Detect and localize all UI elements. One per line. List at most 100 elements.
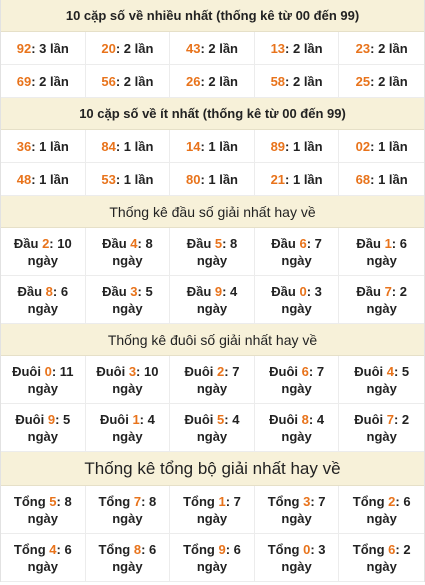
stat-label: Đầu <box>186 283 215 299</box>
stat-count-cell: Đuôi 7: 2 ngày <box>339 404 424 452</box>
count-text: : 2 ngày <box>366 411 410 444</box>
pair-number: 13 <box>270 40 286 56</box>
digit-number: 1 <box>218 493 226 509</box>
stat-label: Đầu <box>271 235 300 251</box>
digit-number: 4 <box>49 541 57 557</box>
pair-count-cell: 69: 2 lần <box>1 65 86 98</box>
digit-number: 2 <box>42 235 50 251</box>
count-text: : 6 ngày <box>366 493 411 526</box>
stat-count-cell: Đầu 8: 6 ngày <box>1 276 86 324</box>
stat-label: Đuôi <box>15 411 48 427</box>
pair-count-cell: 84: 1 lần <box>85 130 171 163</box>
stat-label: Đầu <box>356 283 385 299</box>
stat-label: Đuôi <box>184 363 218 379</box>
stat-count-cell: Tổng 5: 8 ngày <box>1 486 86 534</box>
stat-count-cell: Đuôi 0: 11 ngày <box>1 356 86 404</box>
digit-number: 9 <box>47 411 56 427</box>
count-text: : 1 lần <box>285 138 323 154</box>
stat-count-cell: Đuôi 3: 10 ngày <box>85 356 171 404</box>
count-text: : 10 ngày <box>112 363 159 396</box>
pair-count-cell: 20: 2 lần <box>85 32 171 65</box>
pair-count-cell: 48: 1 lần <box>1 163 86 196</box>
digit-number: 1 <box>384 235 392 251</box>
digit-number: 5 <box>214 235 223 251</box>
pair-number: 14 <box>185 138 201 154</box>
stat-label: Đầu <box>271 283 300 299</box>
stat-label: Đuôi <box>99 411 133 427</box>
stat-count-cell: Đầu 0: 3 ngày <box>254 276 340 324</box>
pair-number: 26 <box>185 73 201 89</box>
section-title: 10 cặp số về ít nhất (thống kê từ 00 đến… <box>1 98 424 130</box>
pair-number: 02 <box>355 138 371 154</box>
pair-number: 53 <box>101 171 116 187</box>
pair-count-cell: 68: 1 lần <box>339 163 424 196</box>
digit-number: 4 <box>386 363 394 379</box>
stat-label: Tổng <box>352 493 389 509</box>
stat-grid: Đuôi 0: 11 ngày Đuôi 3: 10 ngày Đuôi 2: 7 … <box>1 356 424 452</box>
digit-number: 2 <box>388 493 396 509</box>
stat-count-cell: Đuôi 9: 5 ngày <box>1 404 86 452</box>
stat-label: Đầu <box>13 235 43 251</box>
count-text: : 8 ngày <box>112 493 157 526</box>
stat-grid: Tổng 5: 8 ngày Tổng 7: 8 ngày Tổng 1: 7 ng… <box>1 486 424 582</box>
stat-count-cell: Tổng 2: 6 ngày <box>339 486 424 534</box>
count-text: : 4 ngày <box>281 411 325 444</box>
count-text: : 3 lần <box>31 40 69 56</box>
count-text: : 5 ngày <box>366 363 410 396</box>
digit-number: 7 <box>133 493 142 509</box>
digit-number: 5 <box>49 493 57 509</box>
digit-number: 5 <box>217 411 225 427</box>
stat-label: Tổng <box>267 493 304 509</box>
digit-number: 9 <box>218 541 226 557</box>
count-text: : 1 lần <box>370 138 408 154</box>
stat-count-cell: Tổng 9: 6 ngày <box>170 534 255 582</box>
count-text: : 8 ngày <box>27 493 72 526</box>
digit-number: 1 <box>132 411 140 427</box>
count-text: : 11 ngày <box>27 363 74 396</box>
count-text: : 1 lần <box>200 138 239 154</box>
digit-number: 7 <box>386 411 394 427</box>
stat-label: Đầu <box>17 283 46 299</box>
pair-number: 20 <box>101 40 116 56</box>
digit-number: 0 <box>44 363 52 379</box>
pair-number: 23 <box>355 40 371 56</box>
section-title: Thống kê tổng bộ giải nhất hay về <box>1 452 424 486</box>
count-text: : 7 ngày <box>281 493 326 526</box>
stat-label: Đuôi <box>269 363 302 379</box>
count-text: : 6 ngày <box>27 541 72 574</box>
count-text: : 2 lần <box>200 40 239 56</box>
count-text: : 2 lần <box>115 40 154 56</box>
count-text: : 1 lần <box>115 171 154 187</box>
count-text: : 6 ngày <box>112 541 157 574</box>
count-text: : 4 ngày <box>196 283 238 316</box>
stat-label: Đuôi <box>354 363 387 379</box>
stat-count-cell: Đuôi 6: 7 ngày <box>254 356 340 404</box>
pair-count-cell: 89: 1 lần <box>254 130 340 163</box>
count-text: : 3 ngày <box>281 541 326 574</box>
stat-label: Đầu <box>102 235 131 251</box>
stat-count-cell: Đầu 1: 6 ngày <box>339 228 424 276</box>
count-text: : 5 ngày <box>27 411 71 444</box>
count-text: : 2 lần <box>370 40 408 56</box>
count-text: : 1 lần <box>370 171 408 187</box>
stat-count-cell: Đuôi 8: 4 ngày <box>254 404 340 452</box>
digit-number: 6 <box>388 541 396 557</box>
pair-count-cell: 21: 1 lần <box>254 163 340 196</box>
count-text: : 8 ngày <box>112 235 153 268</box>
pair-count-cell: 02: 1 lần <box>339 130 424 163</box>
count-text: : 2 lần <box>285 73 323 89</box>
stat-count-cell: Đuôi 5: 4 ngày <box>170 404 255 452</box>
digit-number: 8 <box>45 283 53 299</box>
count-text: : 6 ngày <box>27 283 69 316</box>
count-text: : 3 ngày <box>281 283 322 316</box>
pair-number: 25 <box>355 73 371 89</box>
digit-number: 7 <box>384 283 392 299</box>
digit-number: 6 <box>301 363 309 379</box>
stat-count-cell: Đầu 6: 7 ngày <box>254 228 340 276</box>
stat-label: Tổng <box>183 493 219 509</box>
pair-number: 21 <box>270 171 286 187</box>
digit-number: 9 <box>214 283 223 299</box>
pair-number: 58 <box>270 73 286 89</box>
digit-number: 0 <box>303 541 311 557</box>
